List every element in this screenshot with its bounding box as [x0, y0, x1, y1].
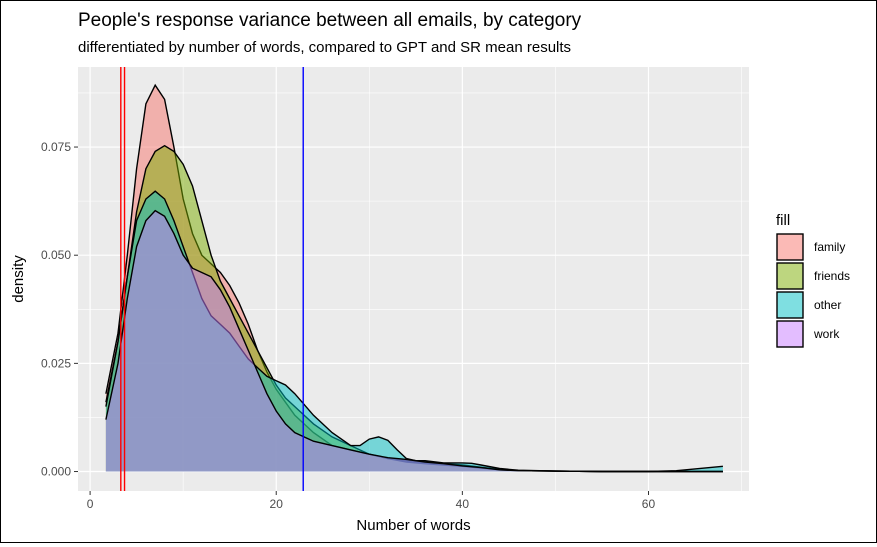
legend-label-friends: friends	[814, 269, 850, 283]
legend-title: fill	[776, 212, 790, 229]
legend-label-family: family	[814, 240, 845, 254]
x-axis-title: Number of words	[356, 517, 470, 534]
x-axis: 0 20 40 60	[87, 491, 656, 511]
density-outline-other	[105, 190, 723, 473]
y-axis: 0.000 0.025 0.050 0.075	[41, 140, 78, 479]
x-tick-label: 60	[642, 497, 656, 511]
legend-label-work: work	[813, 327, 840, 341]
x-tick-label: 20	[270, 497, 284, 511]
legend-key-friends	[776, 262, 804, 290]
legend-key-family	[776, 233, 804, 261]
legend-key-other	[776, 291, 804, 319]
legend: fill family friends other work	[776, 212, 850, 348]
reference-lines	[120, 67, 304, 491]
y-axis-title: density	[10, 255, 27, 303]
legend-key-work	[776, 320, 804, 348]
x-tick-label: 0	[87, 497, 94, 511]
legend-label-other: other	[814, 298, 841, 312]
density-area-work	[105, 210, 723, 472]
x-tick-label: 40	[456, 497, 470, 511]
y-tick-label: 0.050	[41, 248, 71, 262]
y-tick-label: 0.075	[41, 140, 71, 154]
density-areas	[105, 83, 723, 473]
chart-subtitle: differentiated by number of words, compa…	[78, 39, 571, 56]
y-tick-label: 0.000	[41, 465, 71, 479]
y-tick-label: 0.025	[41, 356, 71, 370]
density-outline-work	[105, 209, 723, 473]
chart-title: People's response variance between all e…	[78, 10, 582, 31]
